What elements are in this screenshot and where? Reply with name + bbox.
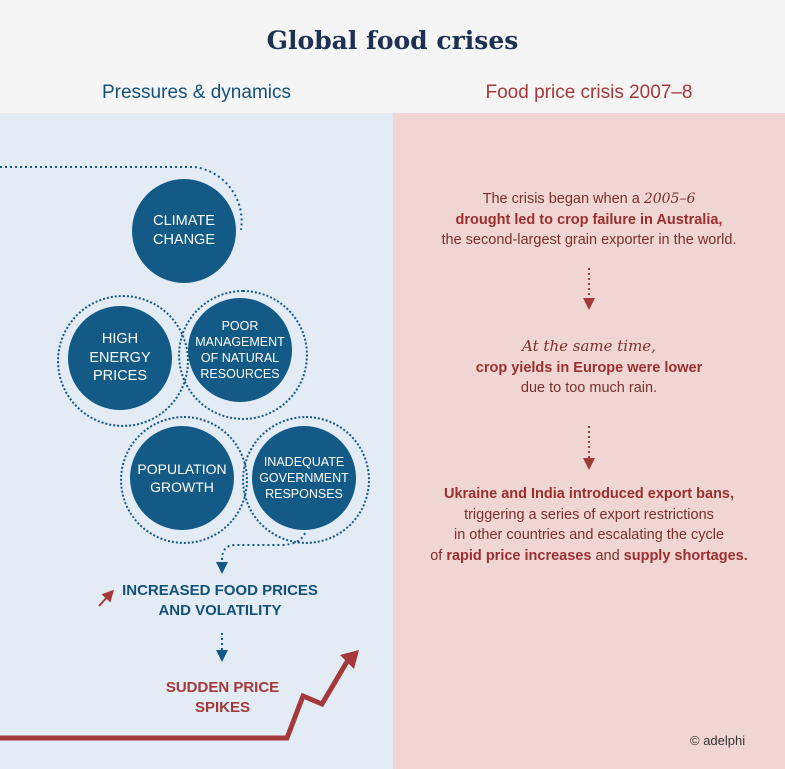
crisis-paragraph-3: Ukraine and India introduced export bans… bbox=[393, 484, 785, 566]
crisis-p2-c: due to too much rain. bbox=[520, 380, 658, 397]
outcome1-line1: INCREASED FOOD PRICES bbox=[122, 582, 318, 599]
crisis-p1-b: drought led to crop failure in Australia… bbox=[455, 211, 723, 228]
outcome2-line2: SPIKES bbox=[194, 699, 251, 717]
crisis-p3-a: Ukraine and India introduced export bans… bbox=[443, 486, 735, 502]
crisis-heading: Food price crisis 2007–8 bbox=[485, 82, 693, 103]
crisis-p1-c: the second-largest grain exporter in the… bbox=[441, 232, 737, 249]
crisis-p3-d2: rapid price increases bbox=[446, 547, 592, 564]
climate-change-node: CLIMATE CHANGE bbox=[132, 179, 236, 283]
top-dotted-line bbox=[0, 166, 243, 231]
connector-to-outcome bbox=[216, 532, 306, 574]
government-ring bbox=[242, 416, 370, 544]
crisis-p3-c: in other countries and escalating the cy… bbox=[453, 527, 725, 544]
crisis-p3-b: triggering a series of export restrictio… bbox=[464, 506, 714, 523]
outcome1-line2: AND VOLATILITY bbox=[158, 602, 282, 620]
resources-ring bbox=[178, 290, 308, 420]
crisis-p1-years: 2005–6 bbox=[643, 191, 696, 207]
crisis-paragraph-2: At the same time, crop yields in Europe … bbox=[393, 336, 785, 399]
population-growth-node: POPULATION GROWTH bbox=[130, 426, 234, 530]
price-spike-arrowhead bbox=[340, 650, 359, 669]
crisis-p1-a: The crisis began when a bbox=[482, 191, 644, 207]
crisis-p2-b: crop yields in Europe were lower bbox=[475, 359, 703, 376]
crisis-p3-d1: of bbox=[430, 547, 447, 564]
credit-text: © adelphi bbox=[690, 733, 746, 748]
poor-management-node: POOR MANAGEMENT OF NATURAL RESOURCES bbox=[188, 298, 292, 402]
crisis-p3-d4: supply shortages. bbox=[623, 547, 748, 564]
price-spike-line bbox=[0, 658, 351, 741]
pressures-heading: Pressures & dynamics bbox=[101, 82, 291, 103]
outcome2-line1: SUDDEN PRICE bbox=[165, 679, 280, 696]
inadequate-government-node: INADEQUATE GOVERNMENT RESPONSES bbox=[252, 426, 356, 530]
crisis-p2-a: At the same time, bbox=[522, 337, 656, 355]
crisis-paragraph-1: The crisis began when a 2005–6 drought l… bbox=[393, 189, 785, 251]
page-title: Global food crises bbox=[266, 26, 519, 55]
crisis-p3-d3: and bbox=[591, 547, 624, 564]
high-energy-prices-node: HIGH ENERGY PRICES bbox=[68, 306, 172, 410]
sudden-price-spikes-label: SUDDEN PRICE SPIKES bbox=[110, 678, 335, 719]
increased-food-prices-label: INCREASED FOOD PRICES AND VOLATILITY bbox=[100, 581, 340, 622]
small-red-arrow bbox=[98, 589, 115, 607]
